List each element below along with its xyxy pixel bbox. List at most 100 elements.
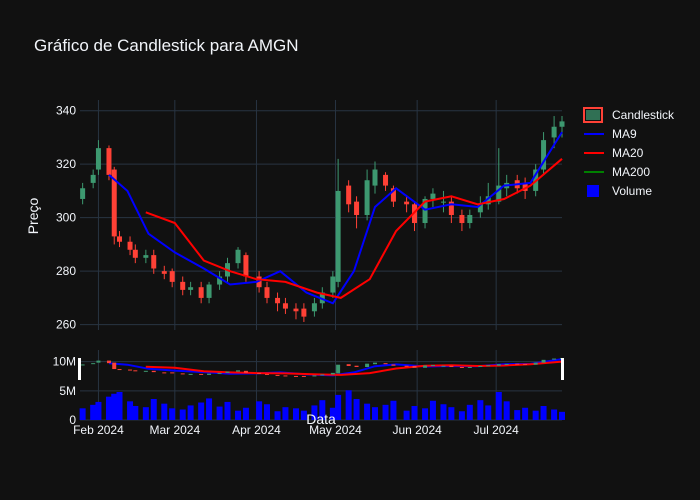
volume-bar <box>311 405 318 420</box>
candle-body <box>235 249 241 264</box>
volume-bars <box>79 390 565 420</box>
candles <box>80 116 565 322</box>
volume-bar <box>127 401 134 420</box>
candle-body <box>372 169 378 186</box>
x-tick-label: Jun 2024 <box>392 423 442 437</box>
volume-bar <box>256 401 263 420</box>
legend-label: MA200 <box>612 165 650 179</box>
minimap-candle <box>275 374 280 376</box>
y-tick-label: 320 <box>56 157 76 171</box>
volume-bar <box>292 408 299 420</box>
candle-body <box>90 174 96 183</box>
candle <box>169 268 175 288</box>
minimap-candle <box>441 365 446 367</box>
candle <box>206 281 212 304</box>
range-slider-left-handle[interactable] <box>78 358 81 380</box>
candle <box>459 209 465 232</box>
minimap-candle <box>383 363 388 365</box>
legend-label: Candlestick <box>612 108 675 122</box>
volume-bar <box>198 402 205 420</box>
minimap-candle <box>430 364 435 366</box>
candle-body <box>217 276 223 285</box>
y-axis-title: Preço <box>25 198 41 235</box>
volume-bar <box>187 405 194 420</box>
minimap-candle <box>486 365 491 367</box>
ma20-line-minimap <box>145 360 563 376</box>
candle-body <box>383 174 389 186</box>
candle <box>293 303 299 320</box>
minimap-candle <box>533 362 538 365</box>
volume-bar <box>485 405 492 420</box>
y-tick-label: 280 <box>56 264 76 278</box>
legend-candlestick-icon <box>583 107 603 123</box>
candle-body <box>256 276 262 288</box>
candle <box>188 281 194 296</box>
x-axis-title: Data <box>306 411 336 427</box>
candle-body <box>440 201 446 203</box>
volume-bar <box>353 399 360 420</box>
candle <box>180 276 186 296</box>
minimap-candle <box>106 360 111 364</box>
candle-body <box>127 241 133 250</box>
candle <box>264 281 270 304</box>
volume-bar <box>429 400 436 420</box>
minimap-candle <box>552 358 557 360</box>
minimap-candle <box>128 369 133 371</box>
y-tick-label: 260 <box>56 318 76 332</box>
minimap-candle <box>423 365 428 368</box>
candle-body <box>496 185 502 202</box>
volume-bar <box>206 398 213 420</box>
candle-body <box>448 201 454 215</box>
candle <box>412 201 418 232</box>
candle <box>364 169 370 221</box>
volume-bar <box>90 404 97 420</box>
candle <box>161 265 167 280</box>
candle <box>198 281 204 304</box>
volume-bar <box>235 410 242 420</box>
candle <box>275 292 281 312</box>
candle-body <box>117 236 123 242</box>
candle-body <box>354 201 360 215</box>
minimap-candle <box>225 371 230 373</box>
candle <box>132 244 138 264</box>
candle-body <box>559 121 565 127</box>
candle <box>383 172 389 191</box>
candle-body <box>132 249 138 258</box>
minimap-candle <box>412 365 417 368</box>
minimap-candle <box>330 372 335 375</box>
minimap-candle <box>391 364 396 366</box>
candle <box>95 140 101 175</box>
minimap-candle <box>257 372 262 374</box>
volume-bar <box>242 407 249 420</box>
volume-bar <box>161 403 168 420</box>
volume-bar <box>440 404 447 420</box>
candle <box>430 188 436 207</box>
candle <box>330 271 336 298</box>
minimap-candle <box>283 375 288 377</box>
candle-body <box>541 140 547 170</box>
minimap-candle <box>467 367 472 368</box>
volume-bar <box>559 411 565 420</box>
y-tick-label: 300 <box>56 211 76 225</box>
candle-body <box>180 281 186 290</box>
ma20-line <box>145 158 563 299</box>
minimap-candle <box>449 365 454 367</box>
minimap-candle <box>301 375 306 377</box>
minimap-candle <box>541 359 546 363</box>
candle <box>551 116 557 149</box>
candle <box>143 249 149 264</box>
legend-item-volume: Volume <box>587 184 652 198</box>
candle <box>354 196 360 229</box>
volume-bar <box>95 401 102 420</box>
legend-item-candlestick: Candlestick <box>583 107 675 123</box>
volume-bar <box>466 404 473 420</box>
volume-bar <box>224 401 231 420</box>
candle-body <box>143 255 149 258</box>
legend-label: Volume <box>612 184 652 198</box>
candle-body <box>301 308 307 317</box>
candle <box>467 209 473 229</box>
legend-item-ma200: MA200 <box>584 165 650 179</box>
volume-bar <box>79 408 86 420</box>
range-slider-right-handle[interactable] <box>561 358 564 380</box>
